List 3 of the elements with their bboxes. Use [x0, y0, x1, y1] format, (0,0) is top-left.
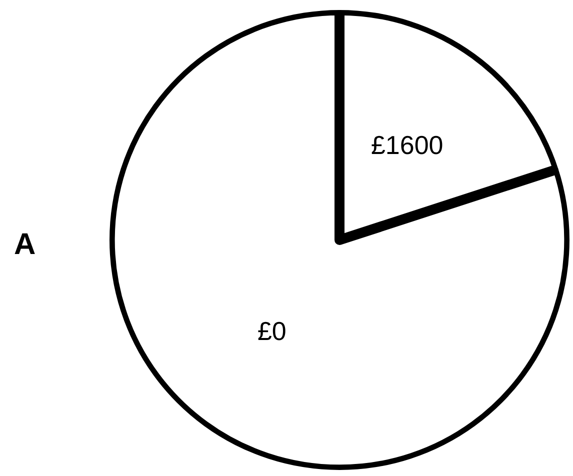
slice-label: £1600: [370, 130, 444, 160]
text: A: [14, 228, 36, 262]
slice-label: £0: [257, 316, 286, 346]
